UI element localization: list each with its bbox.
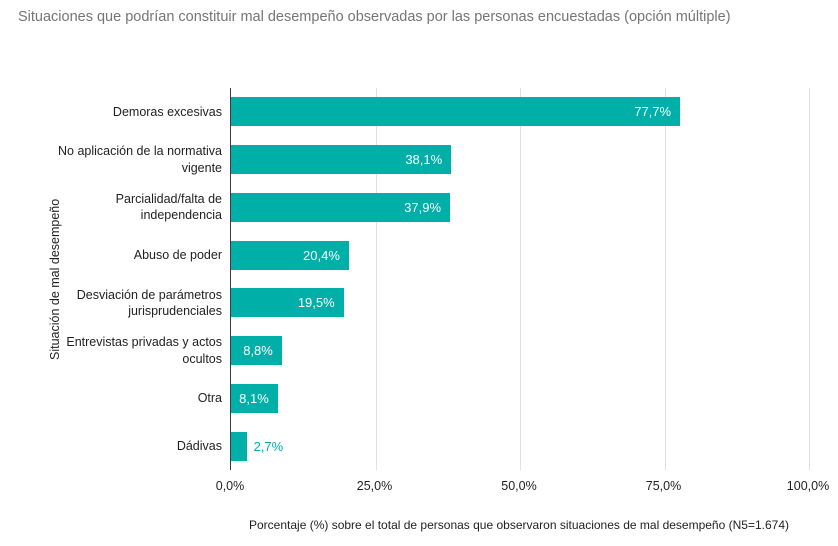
gridline	[664, 88, 666, 470]
x-axis-ticks: 0,0% 25,0% 50,0% 75,0% 100,0%	[216, 479, 829, 495]
category-label: Dádivas	[176, 439, 222, 453]
category-label: No aplicación de la normativa vigente	[58, 144, 222, 175]
chart-title: Situaciones que podrían constituir mal d…	[18, 9, 731, 25]
value-label: 8,8%	[243, 343, 273, 359]
value-label: 2,7%	[253, 438, 284, 454]
gridline	[520, 88, 521, 470]
category-label: Desviación de parámetros jurisprudencial…	[76, 287, 222, 318]
x-tick-label: 100,0%	[786, 479, 830, 493]
bar: 20,4%	[231, 240, 349, 270]
x-tick-label: 0,0%	[215, 479, 245, 493]
bar: 77,7%	[231, 97, 681, 127]
category-label: Parcialidad/falta de independencia	[115, 192, 222, 223]
gridline	[809, 88, 810, 470]
plot-area: 77,7% 38,1% 37,9% 20,4% 19,5% 8,8% 8,1% 2,7%	[230, 88, 810, 470]
x-tick-label: 75,0%	[645, 479, 682, 493]
gridline	[375, 88, 377, 470]
category-axis: Demoras excesivas No aplicación de la nor…	[56, 88, 222, 470]
x-axis-title: Porcentaje (%) sobre el total de persona…	[249, 518, 789, 532]
value-label: 8,1%	[239, 390, 269, 406]
value-label: 19,5%	[297, 295, 335, 311]
category-label: Otra	[197, 391, 222, 406]
x-tick-label: 25,0%	[356, 479, 393, 493]
x-tick-label: 50,0%	[501, 479, 537, 493]
value-label: 77,7%	[634, 104, 672, 120]
category-label: Demoras excesivas	[112, 104, 222, 119]
bar: 37,9%	[231, 192, 451, 222]
category-label: Entrevistas privadas y actos ocultos	[66, 335, 222, 366]
value-label: 37,9%	[404, 199, 442, 215]
value-label: 20,4%	[303, 247, 340, 263]
bar: 8,1%	[231, 383, 278, 413]
value-label: 38,1%	[405, 152, 443, 168]
bar: 38,1%	[231, 145, 452, 175]
category-label: Abuso de poder	[133, 248, 222, 262]
bar: 19,5%	[231, 288, 344, 318]
bar	[231, 431, 247, 461]
bar: 8,8%	[231, 336, 282, 366]
